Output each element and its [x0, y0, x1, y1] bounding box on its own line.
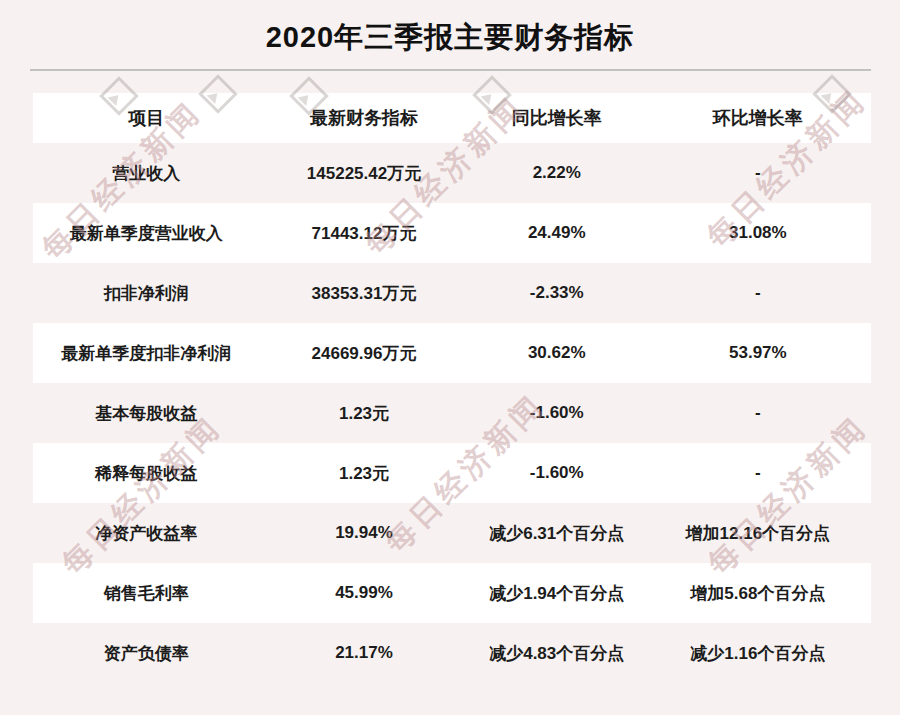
- table-row: 净资产收益率19.94%减少6.31个百分点增加12.16个百分点: [33, 503, 871, 563]
- cell-value: -: [645, 403, 871, 423]
- column-header-item: 项目: [33, 106, 259, 130]
- cell-value: 减少1.94个百分点: [469, 582, 645, 605]
- cell-value: 53.97%: [645, 343, 871, 363]
- table-row: 最新单季度营业收入71443.12万元24.49%31.08%: [33, 203, 871, 263]
- cell-value: 减少6.31个百分点: [469, 522, 645, 545]
- cell-value: -: [645, 163, 871, 183]
- cell-value: 1.23元: [259, 462, 469, 485]
- table-body: 营业收入145225.42万元2.22%-最新单季度营业收入71443.12万元…: [33, 143, 871, 683]
- table-row: 扣非净利润38353.31万元-2.33%-: [33, 263, 871, 323]
- row-label: 基本每股收益: [33, 402, 259, 425]
- cell-value: -1.60%: [469, 403, 645, 423]
- cell-value: 减少1.16个百分点: [645, 642, 871, 665]
- cell-value: 24.49%: [469, 223, 645, 243]
- cell-value: 30.62%: [469, 343, 645, 363]
- title-divider: [30, 69, 871, 71]
- page-title: 2020年三季报主要财务指标: [0, 18, 900, 58]
- cell-value: 2.22%: [469, 163, 645, 183]
- cell-value: 45.99%: [259, 583, 469, 603]
- cell-value: 38353.31万元: [259, 282, 469, 305]
- row-label: 营业收入: [33, 162, 259, 185]
- column-header-yoy-growth: 同比增长率: [469, 106, 645, 130]
- row-label: 稀释每股收益: [33, 462, 259, 485]
- cell-value: -1.60%: [469, 463, 645, 483]
- cell-value: 增加5.68个百分点: [645, 582, 871, 605]
- row-label: 资产负债率: [33, 642, 259, 665]
- cell-value: 145225.42万元: [259, 162, 469, 185]
- cell-value: -: [645, 283, 871, 303]
- table-row: 营业收入145225.42万元2.22%-: [33, 143, 871, 203]
- financial-table: 项目 最新财务指标 同比增长率 环比增长率 营业收入145225.42万元2.2…: [33, 93, 871, 683]
- cell-value: 1.23元: [259, 402, 469, 425]
- infographic-page: { "page": { "title": "2020年三季报主要财务指标", "…: [0, 0, 900, 715]
- table-row: 最新单季度扣非净利润24669.96万元30.62%53.97%: [33, 323, 871, 383]
- row-label: 最新单季度营业收入: [33, 222, 259, 245]
- column-header-latest-indicator: 最新财务指标: [259, 106, 469, 130]
- row-label: 扣非净利润: [33, 282, 259, 305]
- table-row: 销售毛利率45.99%减少1.94个百分点增加5.68个百分点: [33, 563, 871, 623]
- cell-value: 19.94%: [259, 523, 469, 543]
- cell-value: -2.33%: [469, 283, 645, 303]
- row-label: 净资产收益率: [33, 522, 259, 545]
- cell-value: -: [645, 463, 871, 483]
- table-row: 稀释每股收益1.23元-1.60%-: [33, 443, 871, 503]
- cell-value: 31.08%: [645, 223, 871, 243]
- cell-value: 24669.96万元: [259, 342, 469, 365]
- row-label: 最新单季度扣非净利润: [33, 342, 259, 365]
- table-row: 资产负债率21.17%减少4.83个百分点减少1.16个百分点: [33, 623, 871, 683]
- row-label: 销售毛利率: [33, 582, 259, 605]
- table-row: 基本每股收益1.23元-1.60%-: [33, 383, 871, 443]
- cell-value: 增加12.16个百分点: [645, 522, 871, 545]
- column-header-qoq-growth: 环比增长率: [645, 106, 871, 130]
- cell-value: 减少4.83个百分点: [469, 642, 645, 665]
- table-header-row: 项目 最新财务指标 同比增长率 环比增长率: [33, 93, 871, 143]
- cell-value: 71443.12万元: [259, 222, 469, 245]
- cell-value: 21.17%: [259, 643, 469, 663]
